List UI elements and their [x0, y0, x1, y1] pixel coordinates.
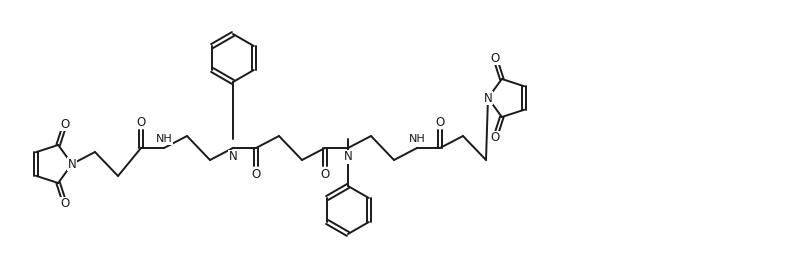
Text: O: O: [60, 197, 70, 210]
Text: O: O: [137, 115, 145, 129]
Text: O: O: [252, 168, 260, 180]
Text: N: N: [229, 150, 237, 164]
Text: N: N: [67, 158, 76, 171]
Text: NH: NH: [409, 134, 426, 144]
Text: O: O: [491, 132, 499, 144]
Text: N: N: [344, 150, 353, 164]
Text: NH: NH: [156, 134, 172, 144]
Text: N: N: [484, 91, 492, 104]
Text: O: O: [435, 115, 445, 129]
Text: O: O: [60, 118, 70, 130]
Text: O: O: [491, 52, 499, 65]
Text: O: O: [320, 168, 330, 180]
